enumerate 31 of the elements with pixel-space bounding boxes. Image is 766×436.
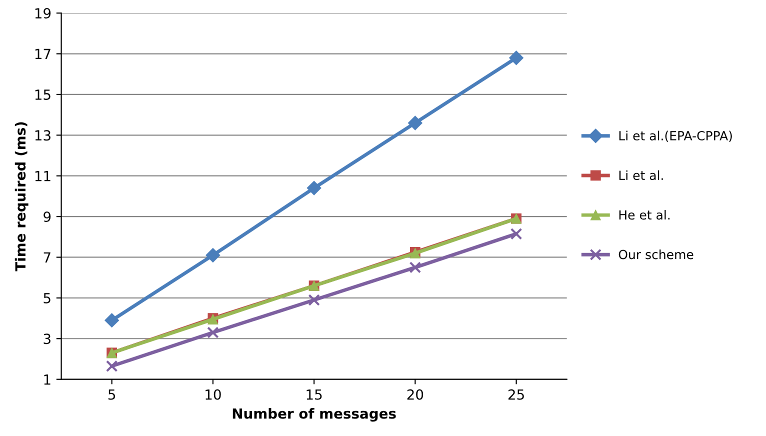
x-tick-label: 15 [306,389,322,400]
point [207,326,219,338]
y-tick-label: 11 [35,171,50,182]
point [306,180,322,196]
point [408,116,422,130]
point [206,248,220,262]
y-tick-label: 1 [44,374,50,385]
legend-label: Li et al. [619,170,663,180]
y-tick-label: 3 [44,334,50,344]
y-axis-title: Time required (ms) [14,122,28,272]
x-tick-label: 20 [407,389,424,400]
point [308,294,320,306]
y-tick-label: 7 [44,252,50,263]
y-tick-label: 19 [35,8,51,19]
point [509,50,524,66]
legend-label: Our scheme [618,250,694,260]
y-tick-label: 13 [35,130,50,141]
x-tick-label: 25 [508,389,524,400]
legend-label: He et al. [619,210,670,220]
point [409,262,422,274]
point [104,313,120,328]
point [106,360,118,372]
y-tick-label: 5 [44,293,50,304]
x-tick-label: 10 [206,389,221,400]
y-tick-label: 17 [35,48,50,60]
x-axis-title: Number of messages [232,408,396,422]
x-tick-label: 5 [108,389,116,400]
point [510,228,522,240]
y-tick-label: 9 [44,212,51,222]
legend-label: Li et al.(EPA-CPPA) [619,130,732,142]
y-tick-label: 15 [35,90,50,100]
